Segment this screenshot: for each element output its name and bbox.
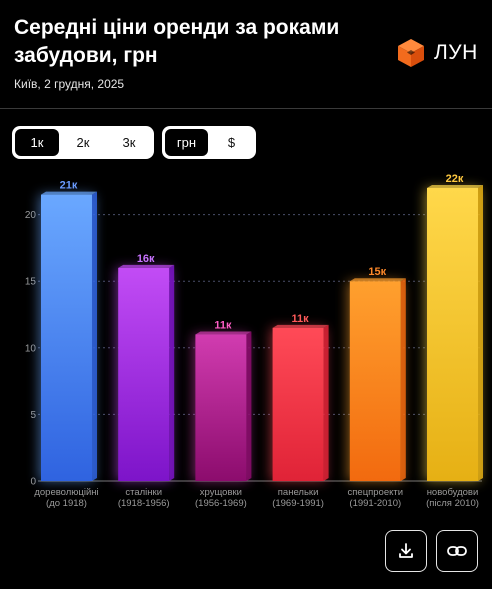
bar-value-label: 11к [292,313,310,325]
header-divider [0,108,492,109]
bar-top [118,264,175,268]
bar [349,281,401,481]
category-label: панельки [278,487,319,498]
bar-value-label: 22к [446,173,464,185]
bar-value-label: 21к [60,180,78,192]
category-label: новобудови [427,487,479,498]
bar [272,327,324,481]
bar-top [349,278,406,282]
bar-side [478,184,483,481]
logo-text: ЛУН [434,41,478,64]
bar-top [195,331,252,335]
bar-top [427,184,483,188]
link-icon [447,546,467,556]
page-title: Середні ціни оренди за роками забудови, … [14,16,340,67]
currency-option-usd[interactable]: $ [227,135,236,150]
bar-side [92,191,97,481]
download-button[interactable] [385,530,427,572]
y-tick-label: 15 [25,277,37,288]
y-tick-label: 5 [30,410,36,421]
category-sublabel: (1969-1991) [272,498,324,509]
bar [41,194,92,481]
page-subtitle: Київ, 2 грудня, 2025 [14,77,125,91]
category-sublabel: (1956-1969) [195,498,247,509]
category-sublabel: (до 1918) [46,498,87,509]
bar [195,334,247,481]
bar-side [246,331,252,481]
bar-side [323,324,329,481]
category-sublabel: (після 2010) [426,498,479,509]
bar [118,267,170,481]
rooms-option-3k[interactable]: 3к [122,135,136,150]
bar-top [272,324,329,328]
lun-logo[interactable]: ЛУН [396,38,478,68]
bar-value-label: 15к [368,266,386,278]
bar-side [169,264,175,481]
bar-value-label: 11к [214,319,232,331]
rooms-toggle: 1к 2к 3к [12,126,154,159]
category-label: дореволюційні [34,487,98,498]
bar-value-label: 16к [137,253,155,265]
y-tick-label: 20 [25,210,37,221]
download-icon [399,543,413,558]
category-sublabel: (1918-1956) [118,498,170,509]
copy-link-button[interactable] [436,530,478,572]
category-label: спецпроекти [348,487,404,498]
bar [427,187,478,481]
category-sublabel: (1991-2010) [349,498,401,509]
bar-top [41,191,97,195]
bar-side [400,278,406,481]
category-label: хрущовки [200,487,242,498]
currency-toggle: грн $ [162,126,256,159]
currency-option-uah[interactable]: грн [165,129,208,156]
y-tick-label: 10 [25,343,37,354]
category-label: сталінки [125,487,162,498]
rooms-option-1k[interactable]: 1к [15,129,59,156]
rooms-option-2k[interactable]: 2к [76,135,90,150]
lun-cube-icon [398,39,424,67]
y-tick-label: 0 [30,477,36,488]
bar-chart: 0 5 10 15 20 21к дореволюційні(до 1918) 16к стал… [25,173,483,509]
